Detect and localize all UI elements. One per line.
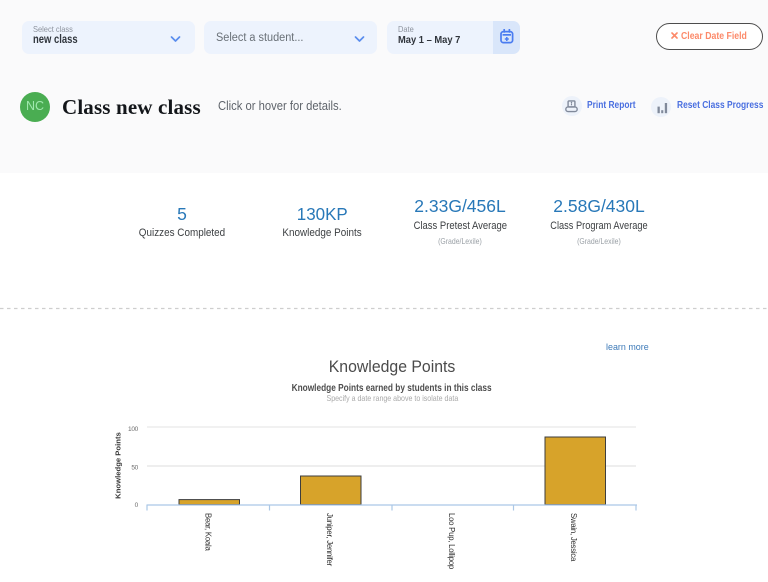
svg-text:50: 50 xyxy=(131,465,138,472)
svg-text:Juniper, Jennifer: Juniper, Jennifer xyxy=(325,513,334,567)
svg-text:100: 100 xyxy=(128,426,139,433)
svg-text:Loo Pup, Lollipop: Loo Pup, Lollipop xyxy=(447,513,456,570)
svg-text:Bear, Koala: Bear, Koala xyxy=(204,513,213,551)
svg-text:Swain, Jessica: Swain, Jessica xyxy=(569,513,578,562)
svg-text:Knowledge Points: Knowledge Points xyxy=(114,432,123,499)
svg-text:0: 0 xyxy=(135,502,139,509)
